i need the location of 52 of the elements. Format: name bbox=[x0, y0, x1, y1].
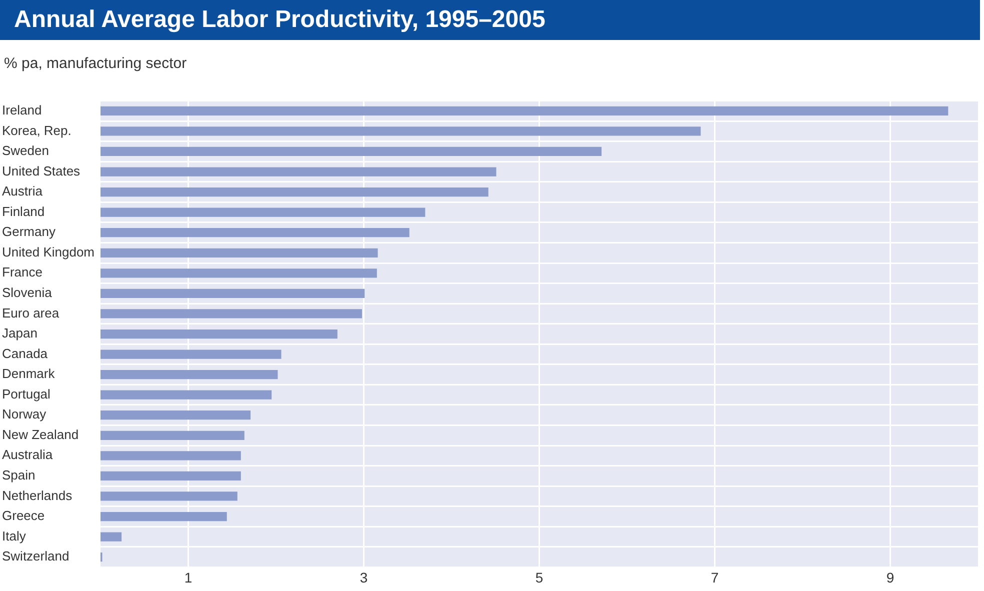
bar bbox=[100, 126, 701, 136]
bar bbox=[100, 167, 496, 176]
y-tick-label: Norway bbox=[2, 406, 47, 422]
y-tick-label: Japan bbox=[2, 326, 38, 341]
bar bbox=[100, 268, 377, 278]
y-tick-label: United Kingdom bbox=[2, 244, 94, 260]
bar bbox=[100, 390, 272, 400]
y-tick-label: Australia bbox=[2, 447, 54, 462]
bar bbox=[100, 471, 241, 481]
bar bbox=[100, 410, 251, 420]
bar bbox=[100, 208, 426, 217]
bar bbox=[100, 288, 365, 298]
y-tick-label: United States bbox=[2, 163, 81, 178]
bar bbox=[100, 492, 238, 501]
bar bbox=[100, 228, 410, 238]
y-tick-label: Netherlands bbox=[2, 488, 73, 503]
y-tick-label: Canada bbox=[2, 346, 48, 361]
y-tick-label: Portugal bbox=[2, 386, 51, 402]
chart-subtitle: % pa, manufacturing sector bbox=[4, 55, 187, 72]
bar bbox=[100, 248, 378, 258]
y-tick-label: Greece bbox=[2, 508, 45, 524]
x-tick-label: 9 bbox=[886, 569, 894, 586]
x-tick-label: 7 bbox=[710, 569, 719, 586]
y-tick-label: Euro area bbox=[2, 305, 60, 320]
y-tick-label: France bbox=[2, 264, 42, 280]
y-tick-label: Spain bbox=[2, 468, 36, 483]
x-tick-label: 3 bbox=[360, 569, 368, 586]
bar bbox=[100, 451, 241, 460]
bar bbox=[100, 106, 948, 116]
y-tick-label: Germany bbox=[2, 224, 56, 240]
bar bbox=[100, 146, 602, 156]
x-tick-label: 1 bbox=[184, 569, 192, 586]
y-tick-label: Italy bbox=[2, 528, 26, 544]
bar bbox=[100, 350, 282, 359]
y-tick-label: Ireland bbox=[2, 102, 42, 118]
bar bbox=[100, 532, 122, 542]
y-tick-label: Finland bbox=[2, 204, 45, 219]
x-tick-label: 5 bbox=[535, 569, 544, 586]
bar bbox=[100, 329, 338, 339]
bar bbox=[100, 370, 278, 380]
y-tick-label: Slovenia bbox=[2, 285, 53, 300]
bar bbox=[100, 512, 227, 522]
bar bbox=[100, 187, 488, 197]
y-tick-label: Denmark bbox=[2, 366, 56, 382]
y-tick-label: New Zealand bbox=[2, 426, 79, 442]
bar bbox=[100, 430, 244, 440]
y-tick-label: Korea, Rep. bbox=[2, 122, 72, 138]
bar bbox=[100, 309, 362, 318]
y-tick-label: Switzerland bbox=[2, 548, 70, 564]
y-tick-label: Austria bbox=[2, 184, 44, 199]
chart-title: Annual Average Labor Productivity, 1995–2005 bbox=[0, 0, 980, 40]
y-tick-label: Sweden bbox=[2, 143, 49, 158]
